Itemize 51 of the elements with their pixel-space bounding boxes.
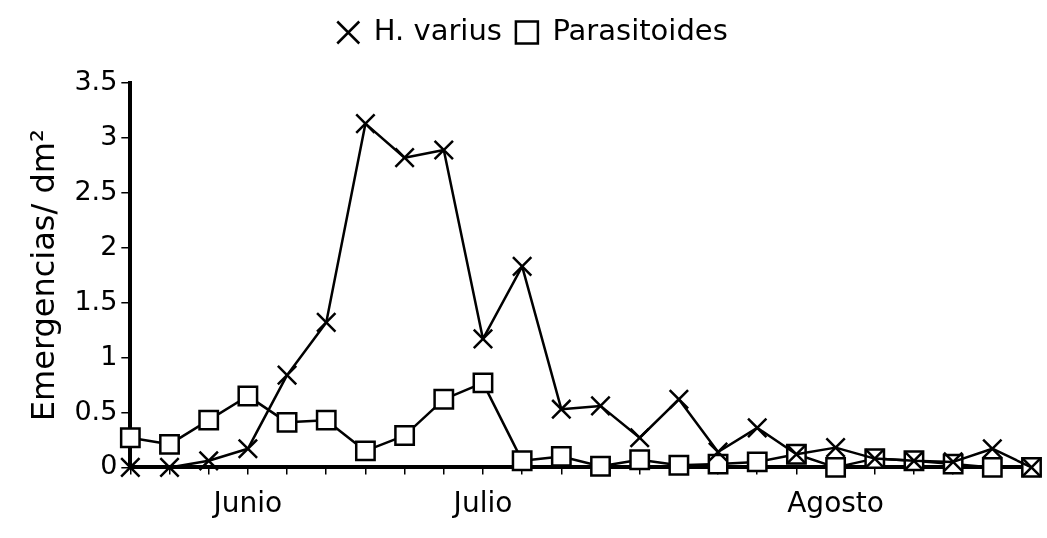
point [511, 255, 533, 277]
point [825, 437, 847, 459]
point [590, 455, 611, 477]
point [746, 451, 768, 473]
y-tick-label: 3 [100, 119, 118, 151]
point [981, 456, 1003, 478]
x-tick-label: Julio [451, 486, 513, 520]
point [315, 409, 337, 431]
point [511, 450, 533, 472]
y-axis-title: Emergencias/ dm² [23, 129, 62, 422]
point [315, 311, 337, 333]
point [668, 388, 690, 410]
point [198, 409, 220, 431]
point [668, 454, 690, 476]
y-tick-label: 1.5 [74, 284, 118, 316]
y-tick-label: 2.5 [74, 174, 118, 206]
y-tick-label: 2 [100, 229, 118, 261]
point [119, 427, 141, 449]
point [276, 364, 298, 386]
y-tick-label: 0.5 [74, 394, 118, 426]
point [550, 445, 572, 467]
x-tick-label: Junio [211, 486, 283, 520]
point [433, 139, 455, 161]
point [237, 385, 259, 407]
point [433, 388, 455, 410]
legend-label: H. varius [373, 13, 502, 48]
point [981, 438, 1003, 460]
point [394, 425, 416, 446]
point [394, 147, 416, 169]
point [119, 456, 141, 478]
point [825, 456, 847, 478]
point [354, 113, 376, 135]
y-tick-label: 0 [100, 449, 118, 481]
point [629, 449, 651, 471]
point [629, 427, 651, 449]
point [237, 438, 259, 460]
legend-label: Parasitoides [552, 13, 728, 48]
point [590, 395, 611, 417]
x-tick-label: Agosto [787, 486, 884, 520]
point [276, 411, 298, 433]
y-tick-label: 1 [100, 339, 118, 371]
point [354, 440, 376, 462]
point [198, 450, 220, 472]
point [707, 441, 729, 463]
point [159, 456, 180, 478]
point [159, 433, 180, 455]
point [550, 398, 572, 420]
point [746, 417, 768, 439]
y-tick-label: 3.5 [74, 65, 118, 97]
point [472, 328, 494, 350]
point [472, 372, 494, 394]
